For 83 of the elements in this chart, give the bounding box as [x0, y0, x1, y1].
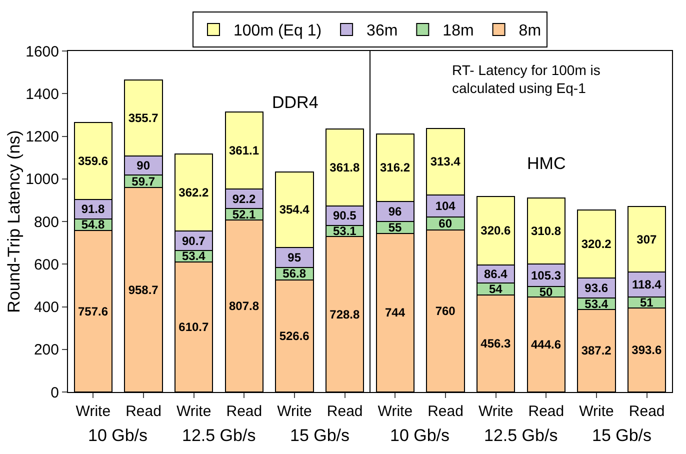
x-tick-label: Read	[528, 403, 564, 420]
data-label: 52.1	[232, 207, 256, 222]
data-label: 760	[435, 304, 456, 318]
x-tick-label: Write	[579, 403, 614, 420]
data-label: 807.8	[228, 298, 260, 313]
y-tick-label: 1400	[26, 86, 59, 103]
data-label: 92.2	[232, 192, 256, 206]
data-label: 51	[640, 296, 654, 310]
text: 10 Gb/s	[88, 426, 148, 445]
x-tick-label: Write	[76, 403, 111, 420]
data-label: 104	[435, 199, 456, 214]
data-label: 105.3	[530, 268, 562, 282]
data-label: 728.8	[330, 307, 360, 322]
x-tick-label: Read	[428, 403, 464, 420]
data-label: 316.2	[380, 160, 410, 175]
y-tick-label: 200	[34, 342, 59, 359]
y-tick-label: 0	[50, 384, 59, 402]
x-tick-label: Read	[326, 403, 363, 420]
data-label: 320.6	[480, 224, 512, 238]
data-label: 307	[636, 232, 658, 246]
data-label: 313.4	[430, 154, 461, 169]
x-tick-label: Write	[478, 403, 514, 420]
text: 15 Gb/s	[290, 426, 350, 445]
data-label: 55	[388, 220, 402, 235]
x-tick-label: Read	[226, 403, 262, 420]
y-tick-label: 400	[34, 299, 59, 316]
data-label: 53.4	[182, 249, 206, 264]
data-label: 53.1	[332, 224, 357, 238]
data-label: 93.6	[584, 281, 608, 296]
data-label: 757.6	[78, 304, 108, 318]
x-tick-label: Read	[628, 403, 665, 420]
data-label: 444.6	[530, 338, 562, 352]
x-tick-label: Write	[378, 403, 413, 420]
annotation: DDR4	[272, 93, 318, 112]
data-label: 361.8	[330, 160, 360, 175]
data-label: 526.6	[279, 328, 310, 343]
legend-label: 36m	[366, 22, 398, 40]
data-label: 90	[136, 158, 150, 172]
data-label: 54.8	[81, 218, 106, 232]
x-tick-label: Read	[126, 403, 162, 420]
data-label: 361.1	[228, 144, 260, 158]
data-label: 54	[489, 282, 503, 296]
text: 12.5 Gb/s	[484, 426, 558, 445]
text: 10 Gb/s	[390, 426, 450, 445]
data-label: 354.4	[279, 202, 310, 217]
annotation: HMC	[527, 154, 566, 173]
data-label: 744	[384, 306, 406, 320]
data-label: 456.3	[480, 336, 512, 350]
y-tick-label: 1200	[26, 128, 59, 146]
data-label: 310.8	[530, 224, 562, 238]
data-label: 90.5	[332, 208, 357, 223]
data-label: 387.2	[581, 344, 612, 358]
data-label: 958.7	[128, 282, 159, 297]
y-tick-label: 1000	[26, 171, 59, 188]
x-tick-label: Write	[176, 403, 212, 420]
y-axis-title: Round-Trip Latency (ns)	[4, 130, 24, 313]
data-label: 95	[288, 250, 302, 265]
data-label: 359.6	[78, 154, 108, 168]
data-label: 96	[388, 204, 402, 218]
data-label: 90.7	[182, 234, 206, 248]
x-tick-label: Write	[277, 403, 312, 420]
text: 15 Gb/s	[592, 426, 652, 445]
data-label: 56.8	[282, 266, 306, 281]
data-label: 91.8	[81, 202, 106, 216]
y-tick-label: 800	[34, 214, 59, 231]
legend-label: 100m (Eq 1)	[234, 22, 322, 40]
data-label: 362.2	[178, 186, 210, 200]
legend-label: 18m	[442, 22, 474, 40]
y-tick-label: 600	[34, 256, 59, 274]
data-label: 59.7	[132, 174, 156, 188]
data-label: 118.4	[632, 278, 662, 292]
data-label: 60	[438, 216, 452, 231]
data-label: 320.2	[581, 237, 612, 252]
legend-label: 8m	[518, 22, 542, 40]
data-label: 86.4	[484, 267, 508, 282]
data-label: 610.7	[178, 320, 210, 334]
data-label: 355.7	[128, 110, 159, 125]
data-label: 50	[539, 284, 553, 299]
data-label: 53.4	[584, 296, 608, 311]
text: 12.5 Gb/s	[182, 426, 256, 445]
y-tick-label: 1600	[26, 43, 59, 60]
annotation: RT- Latency for 100m is calculated using Eq-1	[452, 62, 600, 96]
data-label: 393.6	[632, 343, 662, 358]
